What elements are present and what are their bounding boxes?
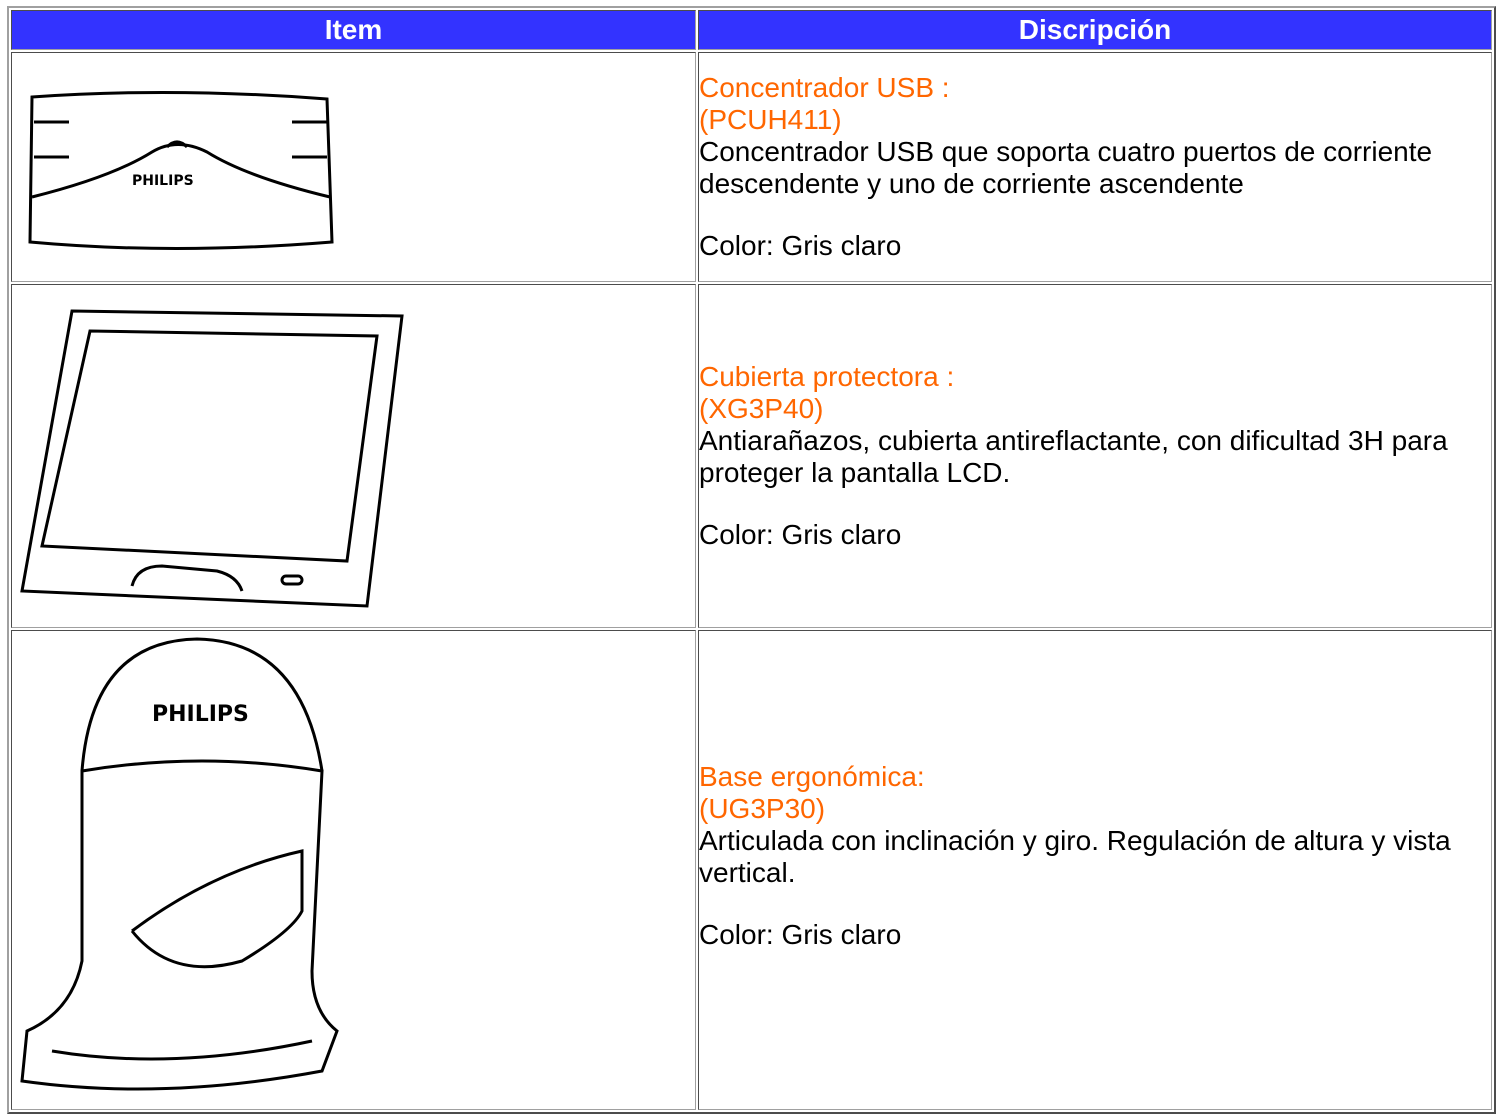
row: PHILIPS Concentrador USB : (PCUH411) Con… (11, 52, 1492, 282)
image-cell: PHILIPS (11, 52, 696, 282)
accessories-table: Item Discripción PHILIPS Concentrador US… (7, 6, 1496, 1114)
header-row: Item Discripción (11, 10, 1492, 50)
description-cell: Cubierta protectora : (XG3P40) Antiaraña… (698, 284, 1492, 628)
image-cell: PHILIPS (11, 630, 696, 1110)
monitor-image (20, 309, 404, 608)
item-description: Antiarañazos, cubierta antireflactante, … (699, 425, 1448, 488)
item-code: (UG3P30) (699, 793, 826, 824)
item-description: Articulada con inclinación y giro. Regul… (699, 825, 1451, 888)
item-color: Color: Gris claro (699, 519, 902, 550)
item-description: Concentrador USB que soporta cuatro puer… (699, 136, 1433, 199)
header-cell: Discripción (698, 10, 1492, 50)
item-color: Color: Gris claro (699, 230, 902, 261)
logo: PHILIPS (152, 702, 249, 727)
header-cell: Item (11, 10, 696, 50)
row: Cubierta protectora : (XG3P40) Antiaraña… (11, 284, 1492, 628)
usb-hub-image: PHILIPS (28, 90, 334, 250)
item-name: Cubierta protectora : (699, 361, 955, 392)
item-name: Base ergonómica: (699, 761, 925, 792)
item-name: Concentrador USB : (699, 72, 950, 103)
row: PHILIPS Base ergonómica: (UG3P30) Articu… (11, 630, 1492, 1110)
item-code: (XG3P40) (699, 393, 824, 424)
image-cell (11, 284, 696, 628)
logo: PHILIPS (132, 173, 194, 189)
item-color: Color: Gris claro (699, 919, 902, 950)
item-code: (PCUH411) (699, 104, 842, 135)
description-cell: Base ergonómica: (UG3P30) Articulada con… (698, 630, 1492, 1110)
description-cell: Concentrador USB : (PCUH411) Concentrado… (698, 52, 1492, 282)
stand-image: PHILIPS (20, 637, 339, 1091)
